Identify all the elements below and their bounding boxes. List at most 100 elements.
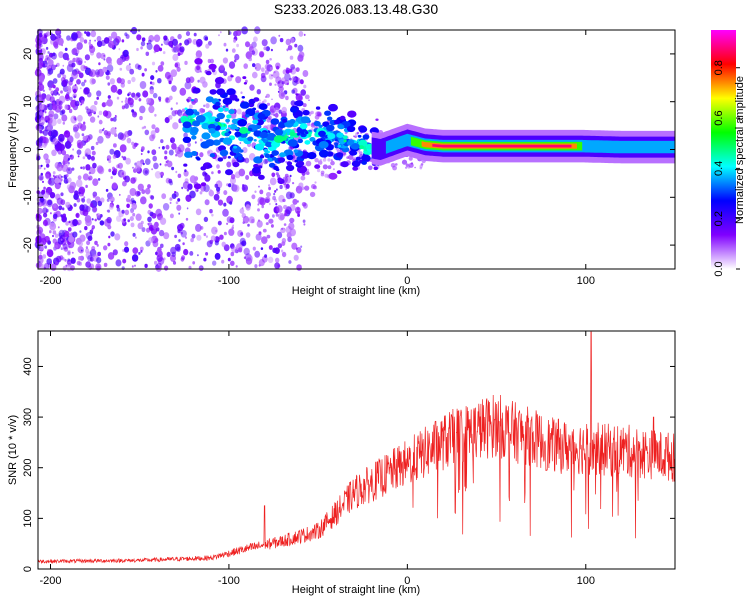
spectrogram-blob [373,166,379,171]
spectrogram-blob [158,47,163,52]
spectrogram-blob [39,196,45,203]
spectrogram-blob [48,110,55,118]
spectrogram-blob [86,198,92,204]
spectrogram-blob [241,207,244,210]
spectrogram-blob [65,93,70,100]
spectrogram-blob [131,76,136,83]
spectrogram-blob [230,75,234,78]
spectrogram-blob [187,96,192,102]
spectrogram-blob [242,76,247,80]
spectrogram-blob [215,101,221,106]
spectrogram-blob [241,111,246,117]
spectrogram-blob [239,142,242,144]
spectrogram-blob [139,81,147,89]
spectrogram-blob [289,192,295,199]
spectrogram-blob [270,48,273,52]
spectrogram-blob [302,109,310,116]
spectrogram-blob [233,39,237,43]
spectrogram-blob [190,126,199,134]
snr-x-ticks: -200 -100 0 100 [39,331,595,587]
spectrogram-blob [108,159,112,164]
spectrogram-blob [231,246,237,253]
spectrogram-y-ticks: -20 -10 0 10 20 [22,48,675,253]
spectrogram-blob [144,263,148,268]
spectrogram-blob [68,227,72,232]
spectrogram-blob [71,251,74,254]
spectrogram-blob [116,215,122,222]
spectrogram-blob [254,190,257,193]
spectrogram-blob [62,265,67,271]
spectrogram-blob [68,80,73,86]
spectrogram-blob [111,182,118,189]
spectrogram-blob [236,108,242,115]
colorbar-tick-label: 0.2 [713,211,725,226]
spectrogram-blob [230,174,236,180]
spectrogram-blob [168,80,172,85]
spectrogram-blob [117,132,124,140]
spectrogram-blob [47,179,52,185]
spectrogram-blob [90,30,97,38]
spectrogram-blob [275,172,279,176]
spectrogram-blob [81,198,86,203]
spectrogram-blob [272,70,280,79]
spectrogram-blob [214,252,221,260]
spectrogram-blob [147,184,151,189]
spectrogram-blob [408,162,414,168]
spectrogram-blob [65,201,71,208]
spectrogram-blob [263,46,268,51]
spectrogram-blob [71,167,75,171]
spectrogram-blob [155,208,162,217]
spectrogram-blob [288,260,292,264]
spectrogram-blob [78,256,82,261]
snr-y-ticks: 0 100 200 300 400 [22,357,675,572]
spectrogram-blob [80,103,83,106]
spectrogram-blob [158,229,165,237]
snr-x-tick-label: 0 [404,575,410,587]
colorbar: 0.0 0.2 0.4 0.6 0.8 Normalized spectral ampl… [711,30,746,277]
spectrogram-blob [285,188,287,190]
spectrogram-blob [227,257,231,262]
spectrogram-blob [68,220,71,224]
spectrogram-blob [89,116,96,123]
snr-y-tick-label: 200 [22,459,34,477]
spectrogram-blob [148,237,154,244]
spectrogram-blob [296,264,302,271]
spectrogram-blob [137,183,144,191]
spectrogram-blob [64,230,70,238]
spectrogram-blob [47,103,54,111]
spectrogram-blob [233,59,237,63]
spectrogram-blob [318,130,326,137]
spectrogram-blob [131,109,135,113]
spectrogram-blob [136,143,139,146]
spectrogram-blob [107,95,111,99]
spectrogram-blob [184,60,188,65]
spectrogram-blob [42,143,47,148]
spectrogram-blob [131,203,137,210]
spectrogram-blob [96,90,102,97]
spectrogram-blob [52,234,54,238]
snr-y-label: SNR (10 * v/v) [7,415,19,485]
spectrogram-blob [263,148,269,153]
spectrogram-blob [278,86,284,92]
spectrogram-blob [322,164,328,170]
spectrogram-blob [216,88,226,96]
spectrogram-blob [231,226,234,230]
spectrogram-blob [231,118,239,124]
spectrogram-blob [203,184,210,193]
spectrogram-blob [207,40,212,46]
spectrogram-blob [122,258,127,264]
spectrogram-blob [51,52,57,60]
spectrogram-blob [127,194,131,200]
spectrogram-blob [172,53,179,62]
snr-frame [37,330,676,570]
spectrogram-blob [87,235,93,242]
spectrogram-blob [83,65,87,69]
spectrogram-blob [77,70,81,75]
spectrogram-blob [51,84,55,88]
spectrogram-blob [139,105,146,114]
spectrogram-blob [356,131,360,135]
spectrogram-blob [164,117,170,124]
spectrogram-blob [56,197,63,205]
spectrogram-blob [259,197,266,206]
